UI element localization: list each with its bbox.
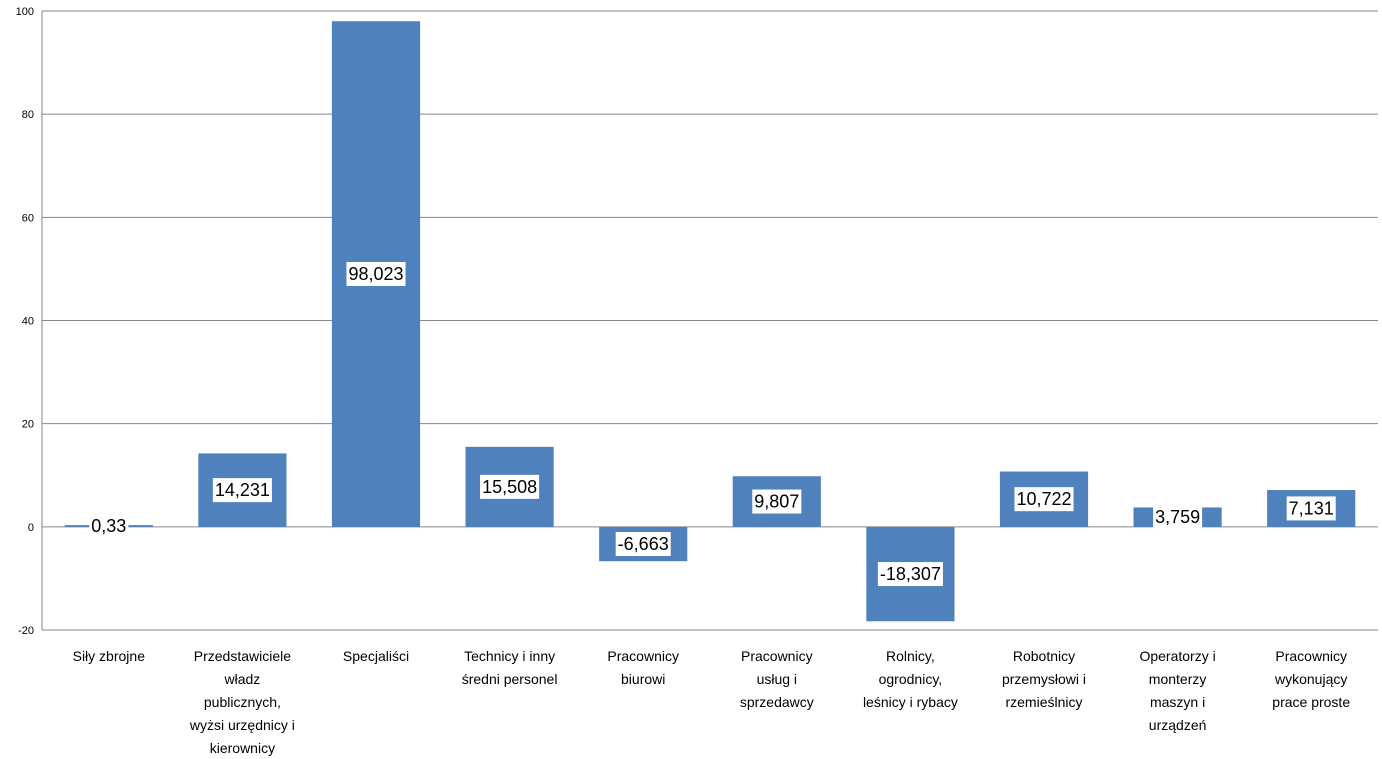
x-category-label-line: władz — [224, 671, 261, 687]
x-category-label-line: Pracownicy — [1275, 648, 1347, 664]
y-tick-label: 100 — [16, 6, 34, 18]
x-category-label: Pracownicy biurowi — [607, 648, 679, 687]
x-category-label-line: Siły zbrojne — [73, 648, 146, 664]
x-category-label-line: Pracownicy — [607, 648, 679, 664]
x-category-label-line: wykonujący — [1274, 671, 1347, 687]
x-category-label-line: ogrodnicy, — [879, 671, 943, 687]
y-tick-label: 0 — [28, 522, 34, 534]
x-category-label-line: rzemieślnicy — [1005, 694, 1082, 710]
y-axis-ticks: -20 0 20 40 60 80 100 — [16, 6, 34, 637]
x-category-label-line: Robotnicy — [1013, 648, 1075, 664]
x-category-label: Pracownicy usług i sprzedawcy — [740, 648, 814, 710]
x-category-label-line: monterzy — [1149, 671, 1207, 687]
data-label: 10,722 — [1014, 487, 1074, 512]
data-label-text: 9,807 — [754, 492, 799, 512]
gridlines — [41, 10, 1378, 631]
y-tick-label: 40 — [22, 316, 34, 328]
data-label-background — [752, 489, 802, 514]
x-category-label: Specjaliści — [343, 648, 409, 664]
x-category-label-line: Pracownicy — [741, 648, 813, 664]
x-category-label-line: przemysłowi i — [1002, 671, 1086, 687]
x-category-label-line: wyżsi urzędnicy i — [189, 717, 295, 733]
data-label-background — [877, 562, 943, 587]
x-category-label-line: biurowi — [621, 671, 665, 687]
x-category-label-line: średni personel — [462, 671, 558, 687]
y-tick-label: 80 — [22, 109, 34, 121]
y-tick-label: -20 — [18, 625, 34, 637]
data-label: 98,023 — [346, 262, 406, 287]
data-label-text: 98,023 — [348, 264, 403, 284]
x-category-label-line: prace proste — [1272, 694, 1350, 710]
bars — [64, 21, 1356, 622]
data-label-text: -18,307 — [880, 564, 941, 584]
x-axis-labels: Siły zbrojne Przedstawiciele władz publiczn… — [73, 648, 1351, 756]
x-category-label: Przedstawiciele władz publicznych, wyżsi ur… — [189, 648, 295, 756]
data-label-background — [1153, 505, 1203, 530]
x-category-label: Robotnicy przemysłowi i rzemieślnicy — [1002, 648, 1086, 710]
data-label-background — [1286, 496, 1336, 521]
data-label-text: -6,663 — [618, 534, 669, 554]
data-labels: 0,33 14,231 98,023 15,508 -6,663 9,807 -18,307… — [89, 262, 1336, 587]
x-category-label-line: Technicy i inny — [464, 648, 555, 664]
data-label-text: 14,231 — [215, 480, 270, 500]
y-tick-label: 60 — [22, 212, 34, 224]
data-label-background — [1014, 487, 1074, 512]
x-category-label: Operatorzy i monterzy maszyn i urządzeń — [1139, 648, 1215, 733]
x-category-label: Technicy i inny średni personel — [462, 648, 558, 687]
data-label: -18,307 — [877, 562, 943, 587]
y-tick-label: 20 — [22, 419, 34, 431]
data-label-background — [480, 474, 540, 499]
x-category-label-line: sprzedawcy — [740, 694, 814, 710]
x-category-label-line: Przedstawiciele — [194, 648, 291, 664]
x-category-label-line: usług i — [757, 671, 797, 687]
x-category-label: Pracownicy wykonujący prace proste — [1272, 648, 1350, 710]
x-category-label-line: urządzeń — [1149, 717, 1207, 733]
x-category-label-line: Rolnicy, — [886, 648, 935, 664]
x-category-label-line: leśnicy i rybacy — [863, 694, 958, 710]
data-label: 9,807 — [752, 489, 802, 514]
x-category-label-line: Specjaliści — [343, 648, 409, 664]
x-category-label-line: publicznych, — [204, 694, 281, 710]
data-label: 7,131 — [1286, 496, 1336, 521]
data-label-text: 7,131 — [1289, 498, 1334, 518]
data-label-text: 3,759 — [1155, 507, 1200, 527]
data-label-text: 0,33 — [91, 516, 126, 536]
x-category-label-line: kierownicy — [210, 740, 275, 756]
data-label: 3,759 — [1153, 505, 1203, 530]
data-label-text: 10,722 — [1016, 489, 1071, 509]
data-label-text: 15,508 — [482, 477, 537, 497]
x-category-label: Rolnicy, ogrodnicy, leśnicy i rybacy — [863, 648, 958, 710]
data-label: 14,231 — [212, 478, 272, 503]
data-label: 15,508 — [480, 474, 540, 499]
data-label-background — [346, 262, 406, 287]
data-label-background — [89, 513, 129, 538]
data-label: -6,663 — [615, 532, 671, 557]
data-label-background — [615, 532, 671, 557]
x-category-label-line: Operatorzy i — [1139, 648, 1215, 664]
data-label-background — [212, 478, 272, 503]
x-category-label: Siły zbrojne — [73, 648, 146, 664]
data-label: 0,33 — [89, 513, 129, 538]
x-category-label-line: maszyn i — [1150, 694, 1205, 710]
